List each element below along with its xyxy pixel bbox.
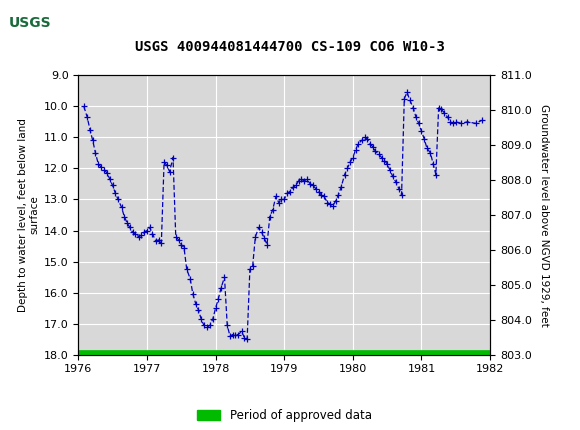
Text: USGS: USGS [9,15,51,30]
Text: █: █ [3,10,20,33]
Y-axis label: Depth to water level, feet below land
surface: Depth to water level, feet below land su… [18,118,39,312]
FancyBboxPatch shape [6,4,64,41]
Y-axis label: Groundwater level above NGVD 1929, feet: Groundwater level above NGVD 1929, feet [539,104,549,326]
Legend: Period of approved data: Period of approved data [192,405,376,427]
Text: USGS 400944081444700 CS-109 CO6 W10-3: USGS 400944081444700 CS-109 CO6 W10-3 [135,40,445,54]
